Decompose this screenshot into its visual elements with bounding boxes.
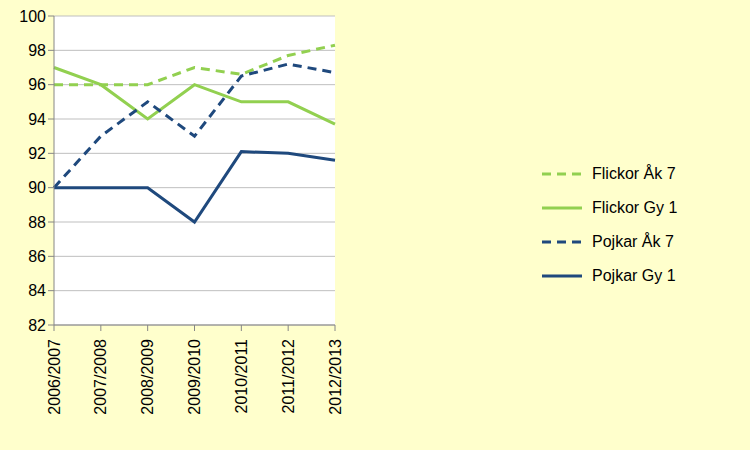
svg-text:100: 100 [19,8,46,25]
svg-text:86: 86 [28,248,46,265]
html-text:Flickor Gy 1: Flickor Gy 1 [592,199,678,216]
svg-text:84: 84 [28,282,46,299]
svg-text:96: 96 [28,76,46,93]
svg-text:98: 98 [28,42,46,59]
svg-text:2011/2012: 2011/2012 [280,339,297,414]
svg-text:2007/2008: 2007/2008 [92,339,109,415]
svg-text:94: 94 [28,111,46,128]
svg-text:92: 92 [28,145,46,162]
html-text:Flickor Åk 7: Flickor Åk 7 [592,165,676,182]
svg-text:2008/2009: 2008/2009 [139,339,156,415]
html-text:Pojkar Gy 1: Pojkar Gy 1 [592,267,676,284]
svg-text:90: 90 [28,179,46,196]
html-text:Pojkar Åk 7: Pojkar Åk 7 [592,233,674,250]
svg-text:2009/2010: 2009/2010 [186,339,203,415]
svg-text:2006/2007: 2006/2007 [46,339,63,415]
svg-text:2010/2011: 2010/2011 [233,339,250,414]
svg-text:2012/2013: 2012/2013 [327,339,344,415]
svg-text:82: 82 [28,317,46,334]
svg-text:88: 88 [28,214,46,231]
